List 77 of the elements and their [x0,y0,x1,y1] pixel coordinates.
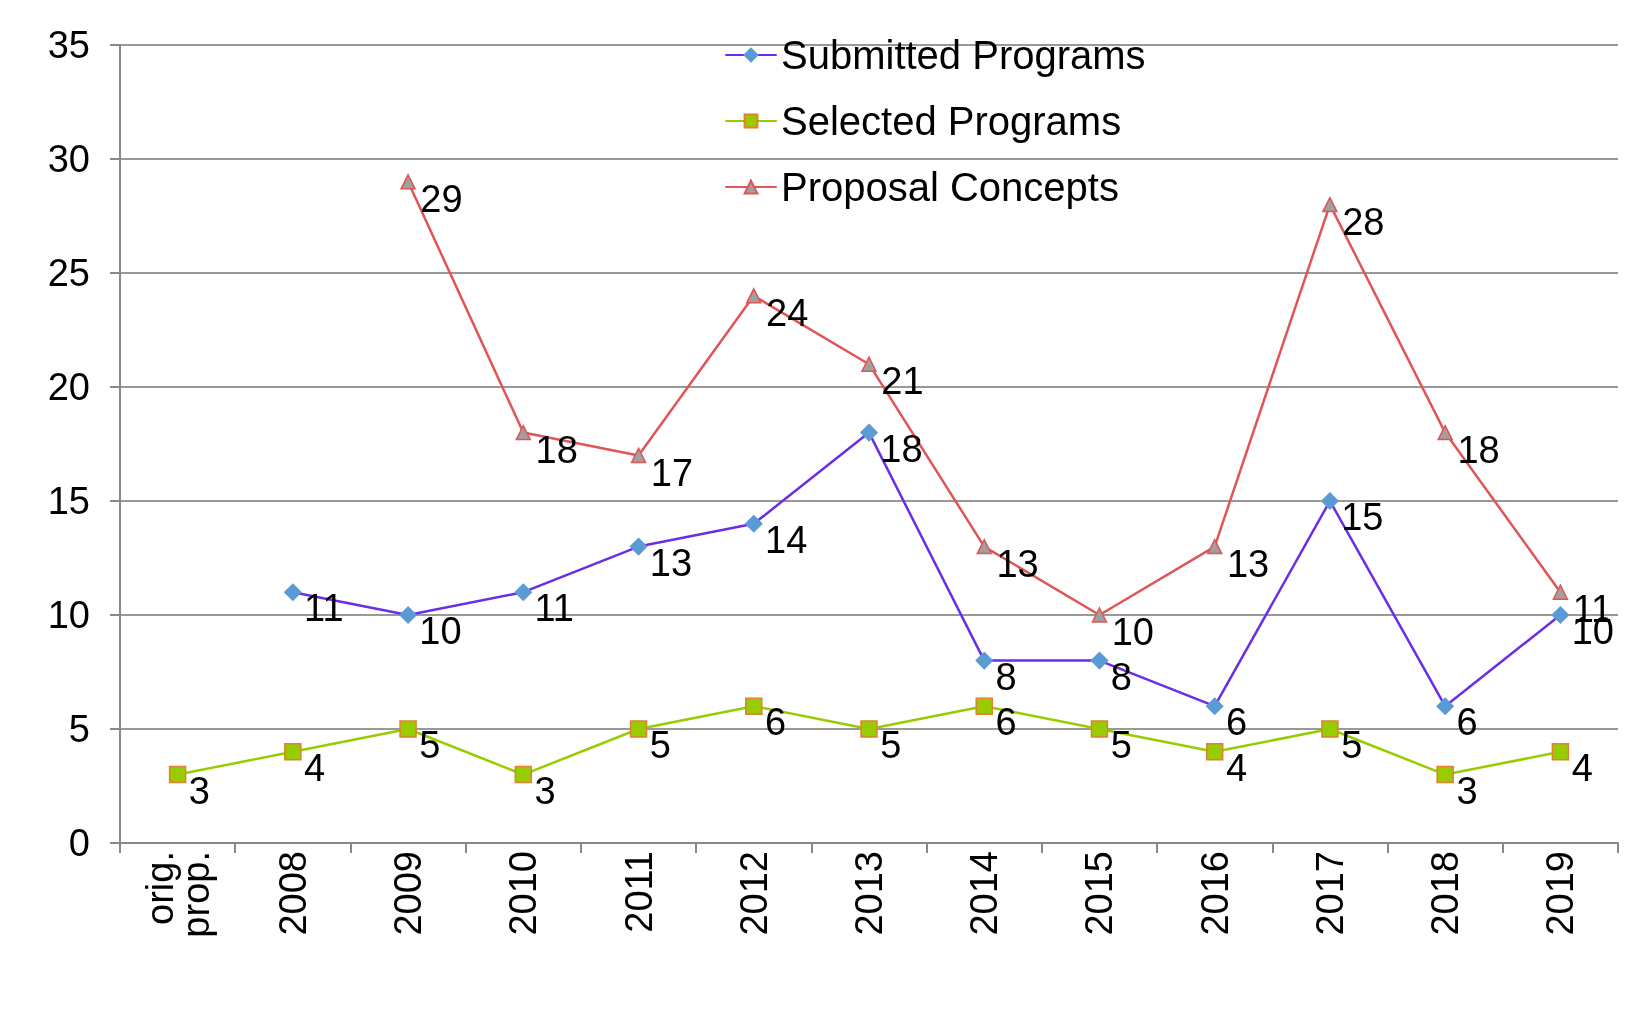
data-label: 10 [1111,611,1154,654]
y-tick-label: 0 [68,822,90,864]
y-tick-label: 5 [68,708,90,750]
data-label: 10 [419,610,462,653]
y-tick-label: 15 [47,480,90,522]
data-label: 18 [535,428,578,471]
x-tick-label: 2018 [1424,851,1467,936]
y-tick-label: 10 [47,594,90,636]
data-label: 3 [534,769,556,812]
x-tick-label: 2010 [502,851,545,936]
point [1436,765,1454,784]
data-label: 17 [650,451,694,494]
point [860,720,878,738]
point [1437,424,1453,441]
x-tick-label: 2008 [271,851,314,936]
y-tick-label: 35 [47,24,90,66]
x-tick-label: 2017 [1308,851,1351,936]
x-tick-label: 2012 [732,851,775,936]
data-label: 8 [995,655,1017,698]
point [514,765,533,784]
data-label: 11 [534,587,575,630]
data-label: 4 [1571,747,1593,790]
data-label: 15 [1341,496,1384,539]
point [975,697,993,715]
data-label: 3 [188,769,211,812]
legend-label: Selected Programs [781,99,1122,143]
data-label: 5 [1110,724,1132,767]
y-tick-label: 20 [47,366,90,408]
data-label: 28 [1342,200,1385,243]
x-tick-label: 2013 [848,851,890,936]
point [1551,743,1570,761]
point [629,720,648,738]
point [399,720,417,738]
point [1322,196,1338,213]
data-label: 14 [765,519,808,562]
x-tick-label: 2016 [1193,851,1236,936]
point [1091,607,1108,623]
point [630,447,647,464]
x-tick-label: 2015 [1078,851,1121,936]
data-label: 21 [881,360,924,403]
data-label: 3 [1456,769,1478,812]
data-label: 13 [1226,542,1270,585]
point [976,538,992,555]
x-tick-label: 2014 [963,851,1006,936]
point [1090,720,1109,738]
point [861,356,877,372]
x-tick-label: orig. prop. [138,851,217,938]
data-label: 29 [420,178,463,221]
y-tick-label: 30 [47,138,90,180]
point [1206,538,1223,555]
legend-label: Proposal Concepts [781,165,1119,209]
y-tick-label: 25 [47,252,90,294]
data-label: 4 [304,747,326,790]
data-label: 4 [1225,747,1248,790]
x-tick-label: 2019 [1539,851,1582,936]
data-label: 6 [1456,701,1478,744]
point [745,697,763,715]
point [515,424,532,441]
point [1321,720,1339,738]
data-label: 18 [1457,428,1500,471]
data-label: 5 [880,724,902,767]
point [168,765,187,784]
data-label: 13 [649,541,693,584]
point [1205,743,1224,761]
point [400,174,416,190]
data-label: 6 [995,701,1017,744]
point [1552,584,1569,600]
data-label: 6 [765,701,787,744]
data-label: 6 [1225,701,1248,744]
legend-label: Submitted Programs [781,33,1146,77]
point [746,288,762,304]
data-label: 18 [880,427,923,470]
point [284,743,302,761]
data-label: 5 [649,724,671,767]
x-tick-label: 2011 [617,851,660,933]
data-label: 11 [304,587,344,630]
x-tick-label: 2009 [387,851,430,936]
